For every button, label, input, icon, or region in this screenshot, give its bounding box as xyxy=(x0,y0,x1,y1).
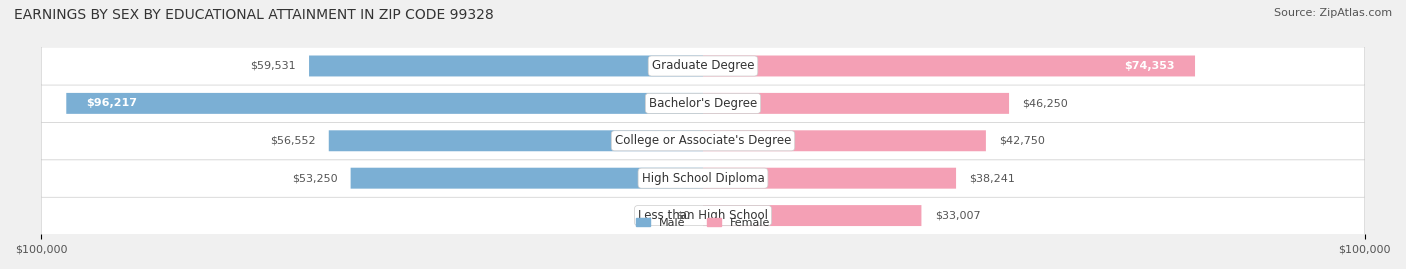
Text: Graduate Degree: Graduate Degree xyxy=(652,59,754,72)
Text: Bachelor's Degree: Bachelor's Degree xyxy=(650,97,756,110)
Text: $59,531: $59,531 xyxy=(250,61,295,71)
Text: Less than High School: Less than High School xyxy=(638,209,768,222)
Text: $46,250: $46,250 xyxy=(1022,98,1069,108)
Text: Source: ZipAtlas.com: Source: ZipAtlas.com xyxy=(1274,8,1392,18)
FancyBboxPatch shape xyxy=(41,47,1365,85)
Text: $56,552: $56,552 xyxy=(270,136,315,146)
Text: $53,250: $53,250 xyxy=(292,173,337,183)
FancyBboxPatch shape xyxy=(703,55,1195,76)
Text: EARNINGS BY SEX BY EDUCATIONAL ATTAINMENT IN ZIP CODE 99328: EARNINGS BY SEX BY EDUCATIONAL ATTAINMEN… xyxy=(14,8,494,22)
FancyBboxPatch shape xyxy=(41,159,1365,197)
FancyBboxPatch shape xyxy=(41,196,1365,235)
Text: High School Diploma: High School Diploma xyxy=(641,172,765,185)
FancyBboxPatch shape xyxy=(703,168,956,189)
FancyBboxPatch shape xyxy=(703,205,921,226)
FancyBboxPatch shape xyxy=(309,55,703,76)
Text: College or Associate's Degree: College or Associate's Degree xyxy=(614,134,792,147)
FancyBboxPatch shape xyxy=(41,84,1365,122)
Text: $42,750: $42,750 xyxy=(1000,136,1045,146)
FancyBboxPatch shape xyxy=(350,168,703,189)
FancyBboxPatch shape xyxy=(66,93,703,114)
Text: $0: $0 xyxy=(676,211,690,221)
Legend: Male, Female: Male, Female xyxy=(631,214,775,232)
Text: $96,217: $96,217 xyxy=(86,98,138,108)
FancyBboxPatch shape xyxy=(703,130,986,151)
Text: $33,007: $33,007 xyxy=(935,211,980,221)
Text: $38,241: $38,241 xyxy=(969,173,1015,183)
Text: $74,353: $74,353 xyxy=(1125,61,1175,71)
FancyBboxPatch shape xyxy=(703,93,1010,114)
FancyBboxPatch shape xyxy=(41,122,1365,160)
FancyBboxPatch shape xyxy=(329,130,703,151)
